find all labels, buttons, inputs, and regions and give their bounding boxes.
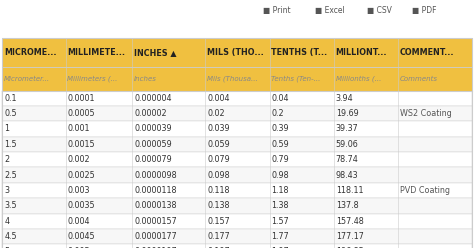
Text: MILLIMETE...: MILLIMETE...: [67, 48, 126, 57]
Text: 0.0025: 0.0025: [67, 171, 95, 180]
Bar: [2, 91, 472, 106]
Text: 0.39: 0.39: [272, 124, 289, 133]
Bar: [2, 198, 472, 214]
Text: 0.157: 0.157: [207, 217, 230, 226]
Text: 0.0045: 0.0045: [67, 232, 95, 241]
Bar: [2, 229, 472, 244]
Text: 1.38: 1.38: [272, 201, 289, 210]
Text: 0.039: 0.039: [207, 124, 230, 133]
Text: 0.0035: 0.0035: [67, 201, 95, 210]
Bar: [2, 137, 472, 152]
Text: 0.5: 0.5: [4, 109, 17, 118]
Text: 0.0001: 0.0001: [67, 94, 95, 103]
Text: 0.0000118: 0.0000118: [134, 186, 177, 195]
Text: ■ Excel: ■ Excel: [315, 6, 345, 15]
Text: 0.0000138: 0.0000138: [134, 201, 177, 210]
Text: Millimeters (...: Millimeters (...: [67, 75, 118, 82]
Text: 0.059: 0.059: [207, 140, 230, 149]
Text: 0.79: 0.79: [272, 155, 289, 164]
Text: 0.003: 0.003: [67, 186, 90, 195]
Text: 0.004: 0.004: [207, 94, 230, 103]
Text: Comments: Comments: [400, 76, 438, 82]
Text: TENTHS (T...: TENTHS (T...: [272, 48, 328, 57]
Text: 3: 3: [4, 186, 9, 195]
Text: 2: 2: [4, 155, 9, 164]
Text: 0.079: 0.079: [207, 155, 230, 164]
Text: 3.5: 3.5: [4, 201, 17, 210]
Text: WS2 Coating: WS2 Coating: [400, 109, 452, 118]
Text: 0.0000157: 0.0000157: [134, 217, 177, 226]
Text: Tenths (Ten-...: Tenths (Ten-...: [272, 75, 321, 82]
Text: 19.69: 19.69: [336, 109, 358, 118]
Text: 0.0015: 0.0015: [67, 140, 95, 149]
Text: 0.59: 0.59: [272, 140, 289, 149]
Text: 0.04: 0.04: [272, 94, 289, 103]
Text: MICROME...: MICROME...: [4, 48, 57, 57]
Text: 78.74: 78.74: [336, 155, 358, 164]
Bar: [2, 38, 472, 67]
Text: MILLIONT...: MILLIONT...: [336, 48, 387, 57]
Bar: [2, 67, 472, 91]
Text: 39.37: 39.37: [336, 124, 358, 133]
Text: 0.2: 0.2: [272, 109, 284, 118]
Text: 0.098: 0.098: [207, 171, 230, 180]
Text: 0.000079: 0.000079: [134, 155, 172, 164]
Bar: [2, 183, 472, 198]
Bar: [2, 38, 472, 248]
Text: Micrometer...: Micrometer...: [4, 76, 50, 82]
Text: 0.0005: 0.0005: [67, 109, 95, 118]
Text: 0.0000098: 0.0000098: [134, 171, 177, 180]
Text: 1.18: 1.18: [272, 186, 289, 195]
Text: 118.11: 118.11: [336, 186, 363, 195]
Text: 1: 1: [4, 124, 9, 133]
Text: 177.17: 177.17: [336, 232, 364, 241]
Text: 4.5: 4.5: [4, 232, 17, 241]
Bar: [2, 121, 472, 137]
Text: 0.98: 0.98: [272, 171, 289, 180]
Text: 59.06: 59.06: [336, 140, 358, 149]
Text: MILS (THO...: MILS (THO...: [207, 48, 264, 57]
Text: Millionths (...: Millionths (...: [336, 75, 381, 82]
Bar: [2, 106, 472, 121]
Text: 2.5: 2.5: [4, 171, 17, 180]
Bar: [2, 214, 472, 229]
Text: 0.000059: 0.000059: [134, 140, 172, 149]
Text: INCHES ▲: INCHES ▲: [134, 48, 177, 57]
Bar: [2, 152, 472, 167]
Text: 1.57: 1.57: [272, 217, 289, 226]
Text: ■ Print: ■ Print: [263, 6, 291, 15]
Text: 0.000004: 0.000004: [134, 94, 172, 103]
Text: 98.43: 98.43: [336, 171, 358, 180]
Text: 0.001: 0.001: [67, 124, 90, 133]
Text: 0.00002: 0.00002: [134, 109, 167, 118]
Text: 0.002: 0.002: [67, 155, 90, 164]
Text: 0.138: 0.138: [207, 201, 230, 210]
Text: COMMENT...: COMMENT...: [400, 48, 455, 57]
Text: 3.94: 3.94: [336, 94, 353, 103]
Text: 4: 4: [4, 217, 9, 226]
Text: Inches: Inches: [134, 76, 157, 82]
Text: 0.000039: 0.000039: [134, 124, 172, 133]
Text: 1.77: 1.77: [272, 232, 289, 241]
Text: 0.118: 0.118: [207, 186, 230, 195]
Text: 0.1: 0.1: [4, 94, 17, 103]
Text: 0.0000177: 0.0000177: [134, 232, 177, 241]
Bar: [2, 244, 472, 248]
Text: ■ CSV: ■ CSV: [367, 6, 392, 15]
Text: 1.5: 1.5: [4, 140, 17, 149]
Text: 157.48: 157.48: [336, 217, 364, 226]
Text: 137.8: 137.8: [336, 201, 358, 210]
Text: PVD Coating: PVD Coating: [400, 186, 450, 195]
Text: ■ PDF: ■ PDF: [412, 6, 437, 15]
Text: 0.177: 0.177: [207, 232, 230, 241]
Text: 0.004: 0.004: [67, 217, 90, 226]
Text: Mils (Thousa...: Mils (Thousa...: [207, 75, 258, 82]
Text: 0.02: 0.02: [207, 109, 225, 118]
Bar: [2, 167, 472, 183]
